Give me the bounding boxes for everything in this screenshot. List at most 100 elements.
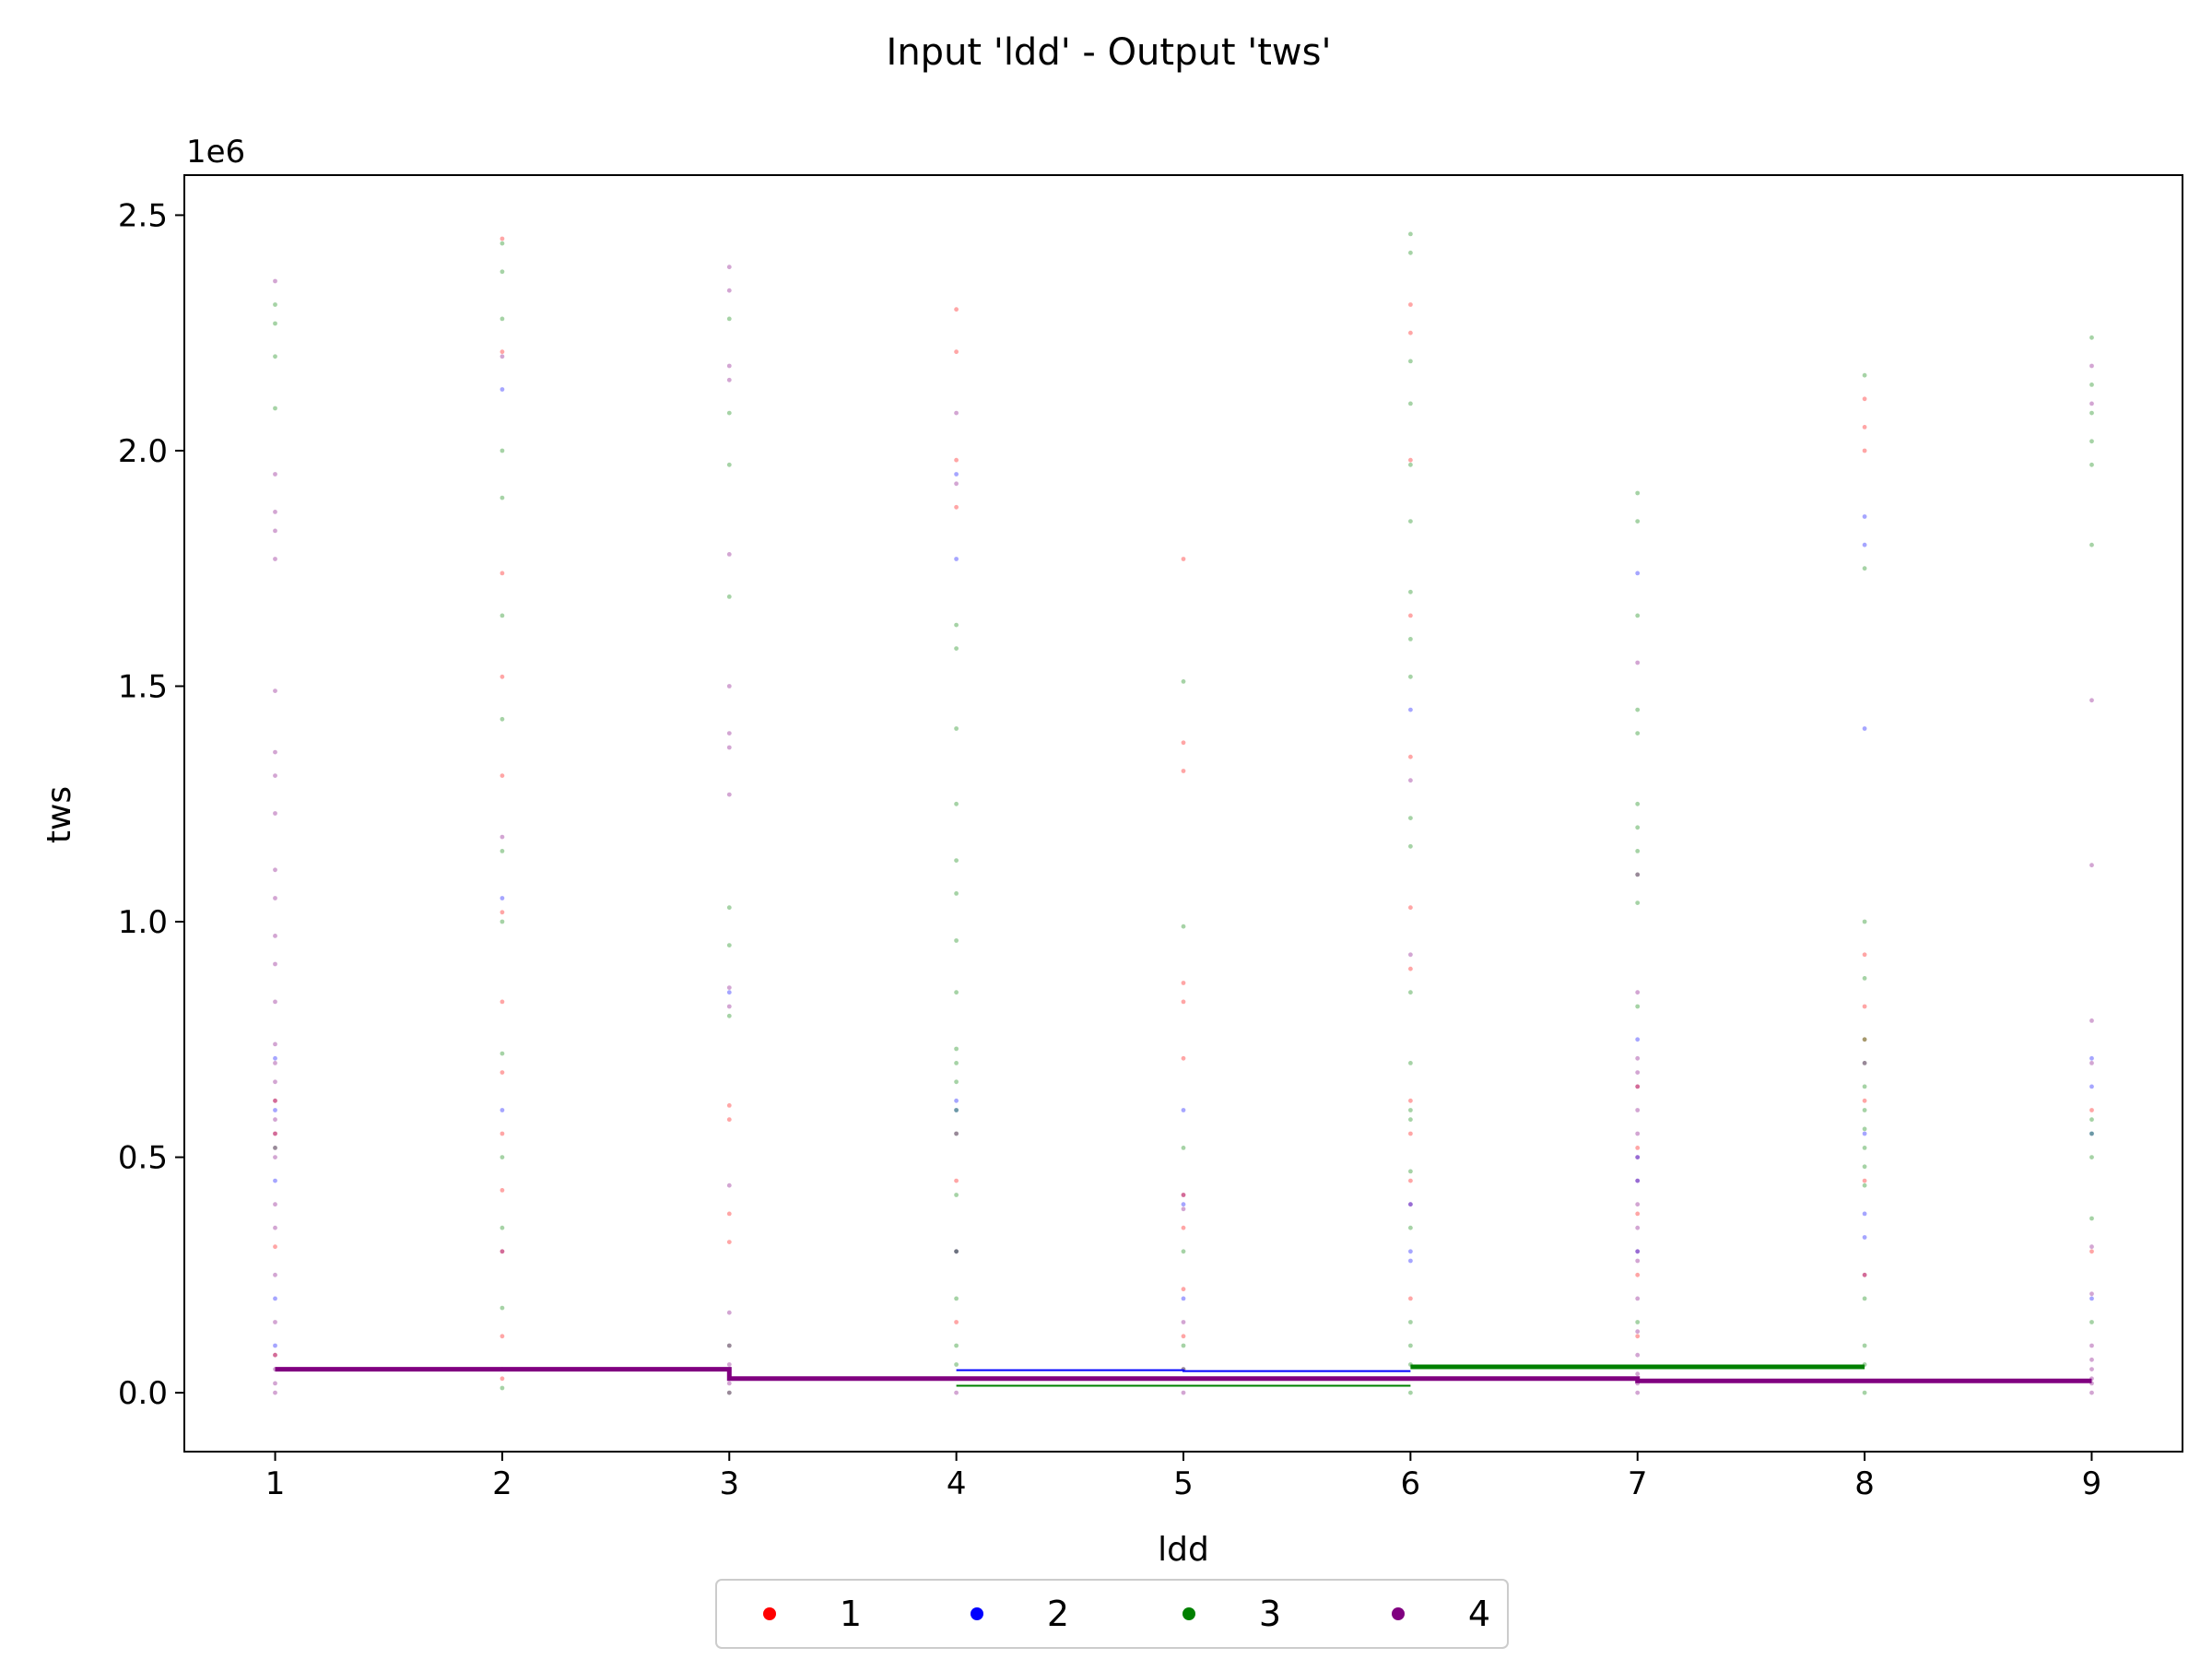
- data-point: [273, 1079, 277, 1085]
- data-point: [2089, 1155, 2094, 1159]
- data-point: [2089, 382, 2094, 387]
- x-axis-label: ldd: [1158, 1531, 1209, 1569]
- x-tick-label: 1: [265, 1465, 286, 1502]
- data-point: [726, 1211, 732, 1217]
- data-point: [1862, 976, 1867, 981]
- data-point: [1862, 1178, 1867, 1183]
- data-point: [1408, 1061, 1413, 1065]
- series-2-points: [273, 387, 2094, 1371]
- data-point: [954, 1362, 959, 1367]
- data-point: [500, 1305, 505, 1311]
- data-point: [1181, 769, 1186, 773]
- data-point: [726, 1381, 732, 1386]
- data-point: [500, 495, 505, 500]
- data-point: [273, 749, 277, 755]
- data-point: [1635, 1211, 1641, 1217]
- data-point: [273, 1098, 277, 1103]
- data-point: [273, 1272, 277, 1277]
- data-point: [726, 552, 732, 557]
- data-point: [500, 354, 505, 359]
- data-point: [273, 1352, 277, 1358]
- data-point: [273, 1117, 277, 1123]
- data-point: [273, 510, 277, 514]
- data-point: [2089, 542, 2094, 547]
- data-point: [1862, 1164, 1867, 1170]
- data-point: [500, 1225, 505, 1230]
- data-point: [273, 1225, 277, 1230]
- data-point: [954, 504, 959, 510]
- data-point: [726, 1004, 732, 1009]
- data-point: [2089, 1390, 2094, 1395]
- legend-label: 1: [840, 1594, 862, 1634]
- data-point: [1181, 924, 1186, 929]
- data-point: [1408, 462, 1413, 467]
- data-point: [273, 1055, 277, 1061]
- data-point: [1635, 1296, 1641, 1301]
- data-point: [273, 999, 277, 1005]
- data-point: [273, 811, 277, 816]
- data-point: [273, 1296, 277, 1301]
- data-point: [1635, 1084, 1641, 1089]
- data-point: [1862, 1390, 1867, 1395]
- data-point: [500, 387, 505, 392]
- data-point: [2089, 1320, 2094, 1324]
- series-1-points: [273, 236, 2094, 1382]
- data-point: [273, 1244, 277, 1250]
- data-point: [500, 1108, 505, 1112]
- data-point: [726, 1362, 732, 1367]
- data-point: [1862, 1004, 1867, 1009]
- data-point: [500, 849, 505, 853]
- data-point: [1181, 1296, 1186, 1301]
- data-point: [1635, 1178, 1641, 1183]
- data-point: [954, 1046, 959, 1052]
- data-point: [1862, 1126, 1867, 1132]
- data-point: [2089, 1367, 2094, 1371]
- data-point: [954, 622, 959, 628]
- data-point: [1862, 1037, 1867, 1042]
- data-point: [1862, 1211, 1867, 1217]
- data-point: [954, 1343, 959, 1348]
- legend-frame: [715, 1579, 1509, 1649]
- data-point: [1408, 1343, 1413, 1348]
- legend-marker: [763, 1607, 776, 1620]
- data-point: [954, 1108, 959, 1112]
- x-tick-label: 2: [492, 1465, 512, 1502]
- data-point: [954, 990, 959, 995]
- data-point: [1862, 919, 1867, 924]
- data-point: [273, 528, 277, 534]
- data-point: [273, 1098, 277, 1103]
- data-point: [500, 613, 505, 618]
- data-point: [954, 1320, 959, 1324]
- data-point: [1408, 707, 1413, 712]
- data-point: [1635, 490, 1641, 496]
- data-point: [1408, 1225, 1413, 1230]
- data-point: [1862, 514, 1867, 519]
- data-point: [1862, 1037, 1867, 1042]
- data-point: [726, 1182, 732, 1188]
- data-point: [273, 1108, 277, 1112]
- data-point: [1408, 952, 1413, 958]
- x-tick-label: 9: [2082, 1465, 2102, 1502]
- data-point: [1862, 1343, 1867, 1348]
- data-point: [500, 999, 505, 1005]
- data-point: [954, 801, 959, 806]
- data-point: [1408, 302, 1413, 307]
- data-point: [1862, 1061, 1867, 1065]
- data-point: [1408, 1098, 1413, 1103]
- data-point: [273, 1041, 277, 1047]
- data-point: [1181, 1320, 1186, 1324]
- data-point: [1635, 1334, 1641, 1339]
- data-point: [1862, 1084, 1867, 1089]
- data-point: [1181, 1146, 1186, 1150]
- data-point: [1635, 1055, 1641, 1061]
- data-point: [1635, 519, 1641, 524]
- y-tick-label: 0.5: [118, 1140, 168, 1177]
- data-point: [954, 1390, 959, 1395]
- data-point: [500, 1334, 505, 1339]
- data-point: [1408, 401, 1413, 406]
- data-point: [1408, 1320, 1413, 1324]
- data-point: [273, 302, 277, 307]
- data-point: [1635, 1371, 1641, 1377]
- legend-label: 3: [1259, 1594, 1281, 1634]
- data-point: [1408, 1296, 1413, 1301]
